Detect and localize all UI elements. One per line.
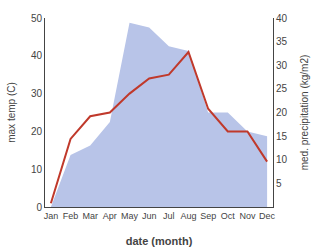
svg-text:Feb: Feb [63, 211, 79, 221]
svg-text:Oct: Oct [221, 211, 236, 221]
svg-text:Jan: Jan [44, 211, 59, 221]
svg-text:Sep: Sep [200, 211, 216, 221]
svg-text:30: 30 [31, 88, 43, 99]
svg-text:50: 50 [31, 13, 43, 24]
svg-text:35: 35 [276, 36, 288, 47]
svg-text:Apr: Apr [103, 211, 117, 221]
svg-text:20: 20 [276, 107, 288, 118]
svg-text:max temp (C): max temp (C) [6, 82, 17, 143]
svg-text:date (month): date (month) [126, 235, 193, 247]
svg-text:Dec: Dec [259, 211, 276, 221]
svg-text:Jul: Jul [163, 211, 175, 221]
svg-text:10: 10 [276, 154, 288, 165]
svg-text:40: 40 [31, 50, 43, 61]
svg-text:Aug: Aug [180, 211, 196, 221]
svg-text:Jun: Jun [142, 211, 157, 221]
svg-text:20: 20 [31, 126, 43, 137]
svg-text:Mar: Mar [82, 211, 98, 221]
svg-text:med. precipitation (kg/m2): med. precipitation (kg/m2) [299, 55, 310, 171]
svg-text:25: 25 [276, 83, 288, 94]
svg-text:May: May [121, 211, 139, 221]
svg-text:10: 10 [31, 164, 43, 175]
svg-text:5: 5 [276, 178, 282, 189]
svg-text:0: 0 [36, 202, 42, 213]
svg-text:30: 30 [276, 60, 288, 71]
svg-text:15: 15 [276, 131, 288, 142]
svg-text:40: 40 [276, 13, 288, 24]
svg-text:Nov: Nov [239, 211, 256, 221]
